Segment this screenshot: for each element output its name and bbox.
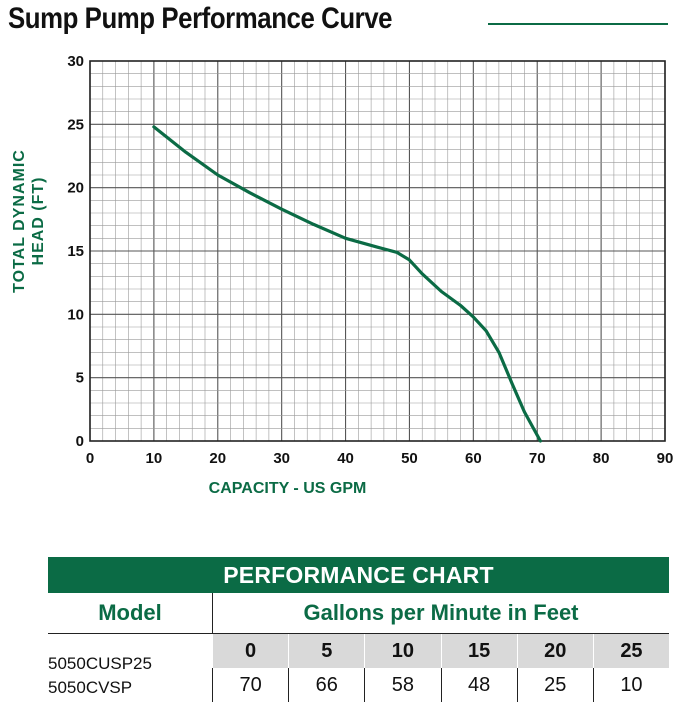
table-banner: PERFORMANCE CHART xyxy=(48,557,669,593)
model-name: 5050CUSP25 xyxy=(48,654,152,673)
x-tick-label: 30 xyxy=(273,450,290,467)
performance-chart: 0 10 20 30 40 50 60 70 80 90 0 5 10 15 20 25 30 CAPACITY … xyxy=(11,53,674,497)
y-tick-label: 30 xyxy=(67,53,84,70)
y-axis-label: HEAD (FT) xyxy=(30,177,47,266)
gpm-row: 70 66 58 48 25 10 xyxy=(212,668,669,702)
model-name: 5050CVSP xyxy=(48,678,133,697)
gpm-cell: 66 xyxy=(288,668,364,702)
x-tick-label: 0 xyxy=(86,450,94,467)
y-tick-label: 15 xyxy=(67,243,84,260)
gpm-header: Gallons per Minute in Feet xyxy=(303,600,579,625)
x-tick-label: 60 xyxy=(465,450,482,467)
y-axis-label: TOTAL DYNAMIC xyxy=(11,149,28,293)
model-list: 5050CUSP25 5050CVSP xyxy=(48,634,212,702)
plot-frame xyxy=(89,60,666,442)
gpm-cell: 48 xyxy=(440,668,517,702)
model-header: Model xyxy=(48,593,213,633)
y-tick-label: 10 xyxy=(67,306,84,323)
x-tick-label: 90 xyxy=(657,450,674,467)
head-cell: 0 xyxy=(212,634,289,668)
values-grid: 0 5 10 15 20 25 70 66 58 48 25 10 xyxy=(212,634,670,702)
x-tick-label: 20 xyxy=(209,450,226,467)
gpm-cell: 25 xyxy=(516,668,593,702)
title-rule xyxy=(488,23,668,25)
head-cell: 5 xyxy=(288,634,365,668)
y-tick-label: 0 xyxy=(76,433,84,450)
head-cell: 15 xyxy=(440,634,517,668)
gpm-cell: 10 xyxy=(592,668,669,702)
x-axis-label: CAPACITY - US GPM xyxy=(209,480,367,497)
head-cell: 20 xyxy=(516,634,593,668)
x-tick-label: 80 xyxy=(593,450,610,467)
x-tick-label: 10 xyxy=(146,450,163,467)
y-tick-label: 20 xyxy=(67,180,84,197)
gpm-cell: 58 xyxy=(364,668,440,702)
x-tick-label: 70 xyxy=(529,450,546,467)
performance-curve xyxy=(152,125,543,443)
x-tick-label: 50 xyxy=(401,450,418,467)
performance-table: PERFORMANCE CHART Model Gallons per Minu… xyxy=(48,557,670,702)
x-tick-label: 40 xyxy=(337,450,354,467)
chart-title: Sump Pump Performance Curve xyxy=(8,2,393,35)
head-cell: 25 xyxy=(592,634,670,668)
table-body: 5050CUSP25 5050CVSP 0 5 10 15 20 25 70 6… xyxy=(48,634,670,702)
y-tick-label: 5 xyxy=(76,370,84,387)
head-cell: 10 xyxy=(364,634,441,668)
table-header-row: Model Gallons per Minute in Feet xyxy=(48,593,669,634)
gpm-cell: 70 xyxy=(212,668,288,702)
y-tick-label: 25 xyxy=(67,116,84,133)
head-row: 0 5 10 15 20 25 xyxy=(212,634,670,668)
